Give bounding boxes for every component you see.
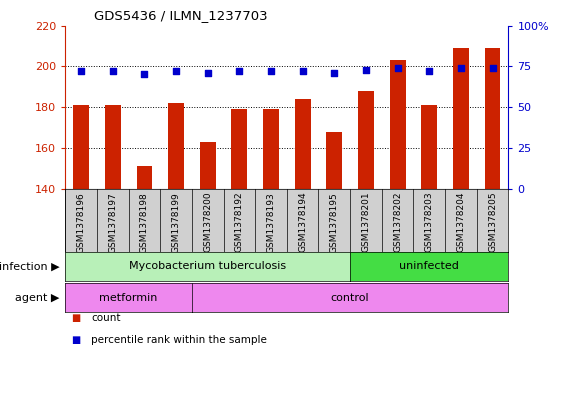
Bar — [295, 99, 311, 189]
Bar — [453, 48, 469, 189]
Text: infection ▶: infection ▶ — [0, 261, 60, 271]
Point — [456, 65, 465, 71]
Bar — [390, 60, 406, 189]
Text: GSM1378203: GSM1378203 — [425, 192, 434, 252]
Bar — [105, 105, 121, 189]
Bar — [421, 105, 437, 189]
Bar — [168, 103, 184, 189]
Point — [330, 70, 339, 76]
Text: GDS5436 / ILMN_1237703: GDS5436 / ILMN_1237703 — [94, 9, 268, 22]
Text: GSM1378205: GSM1378205 — [488, 192, 497, 252]
Text: GSM1378204: GSM1378204 — [457, 192, 465, 252]
Text: GSM1378199: GSM1378199 — [172, 192, 181, 253]
Text: percentile rank within the sample: percentile rank within the sample — [91, 335, 267, 345]
Text: GSM1378193: GSM1378193 — [266, 192, 275, 253]
Bar — [263, 109, 279, 189]
Text: GSM1378200: GSM1378200 — [203, 192, 212, 252]
Point — [203, 70, 212, 76]
Bar — [136, 166, 152, 189]
Text: count: count — [91, 313, 120, 323]
Point — [235, 68, 244, 74]
Text: agent ▶: agent ▶ — [15, 293, 60, 303]
Text: ■: ■ — [71, 335, 80, 345]
Bar — [232, 109, 247, 189]
Bar — [200, 142, 216, 189]
Point — [172, 68, 181, 74]
Point — [140, 71, 149, 77]
Point — [298, 68, 307, 74]
Text: metformin: metformin — [99, 293, 158, 303]
Point — [425, 68, 434, 74]
Text: GSM1378192: GSM1378192 — [235, 192, 244, 252]
Text: uninfected: uninfected — [399, 261, 459, 271]
Text: GSM1378198: GSM1378198 — [140, 192, 149, 253]
Text: GSM1378194: GSM1378194 — [298, 192, 307, 252]
Text: GSM1378202: GSM1378202 — [393, 192, 402, 252]
Point — [361, 66, 370, 73]
Bar — [327, 132, 342, 189]
Text: GSM1378201: GSM1378201 — [361, 192, 370, 252]
Bar — [73, 105, 89, 189]
Point — [488, 65, 497, 71]
Text: Mycobacterium tuberculosis: Mycobacterium tuberculosis — [129, 261, 286, 271]
Text: GSM1378197: GSM1378197 — [108, 192, 117, 253]
Text: ■: ■ — [71, 313, 80, 323]
Point — [108, 68, 118, 74]
Point — [77, 68, 86, 74]
Point — [393, 65, 402, 71]
Point — [266, 68, 275, 74]
Text: GSM1378196: GSM1378196 — [77, 192, 86, 253]
Text: GSM1378195: GSM1378195 — [330, 192, 339, 253]
Text: control: control — [331, 293, 369, 303]
Bar — [358, 91, 374, 189]
Bar — [485, 48, 500, 189]
